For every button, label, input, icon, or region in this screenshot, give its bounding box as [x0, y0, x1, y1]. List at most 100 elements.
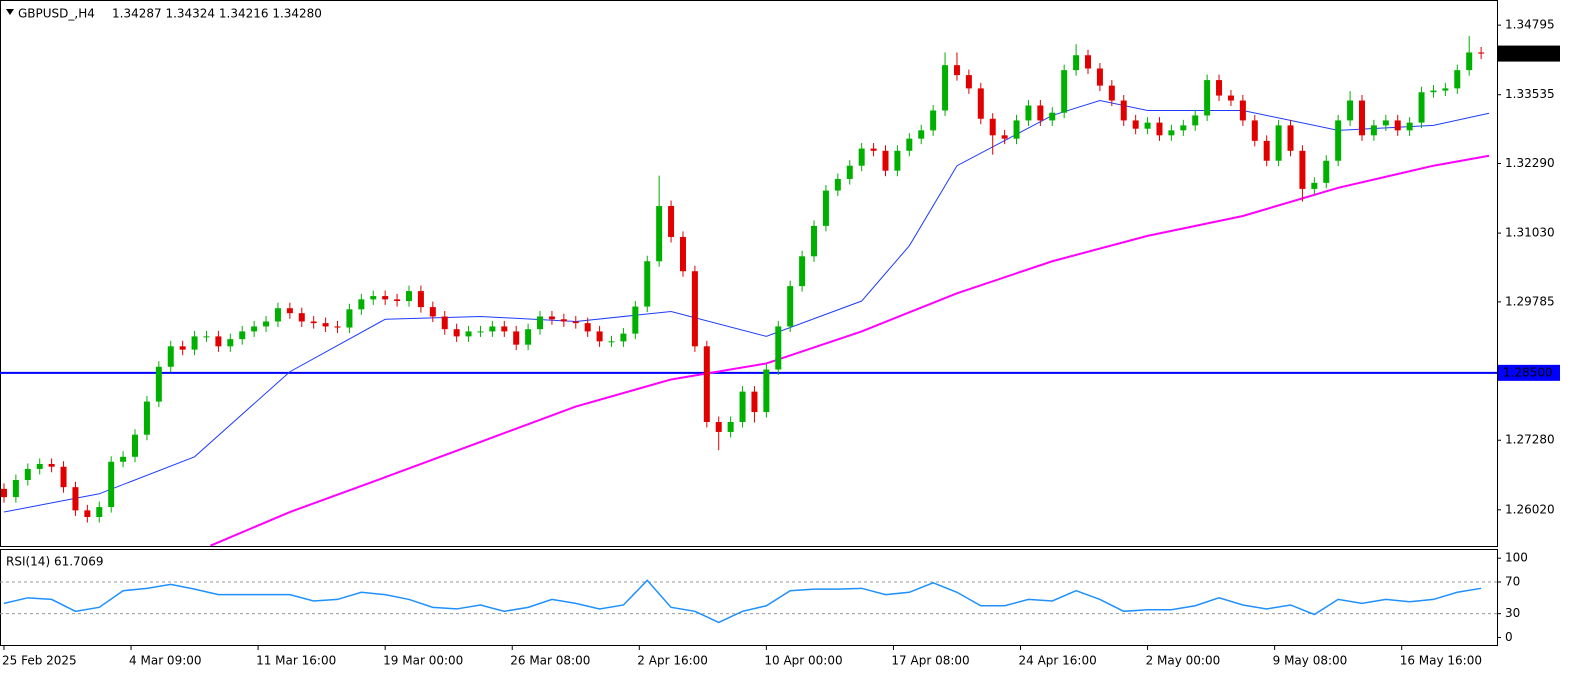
candle-body: [24, 468, 31, 480]
candle-body: [108, 461, 115, 508]
candle-body: [417, 291, 424, 308]
candle-body: [1382, 120, 1389, 126]
candle-body: [1394, 120, 1401, 131]
candle-body: [822, 190, 829, 226]
candle-body: [1156, 122, 1163, 136]
candle-body: [1418, 92, 1425, 123]
axes: 1.34795 1.33535 1.32290 1.31030 1.29785 1.272…: [2, 18, 1560, 668]
candle-body: [501, 326, 508, 332]
candle-body: [1061, 70, 1068, 113]
candle-body: [72, 487, 79, 511]
candle-body: [274, 308, 281, 322]
candle-body: [12, 479, 19, 498]
ohlc-info: 1.34287 1.34324 1.34216 1.34280: [112, 7, 322, 21]
x-tick-label: 24 Apr 16:00: [1019, 654, 1097, 668]
candle-body: [608, 341, 615, 343]
candle-body: [310, 321, 317, 324]
candle-body: [942, 65, 949, 111]
x-tick-label: 26 Mar 08:00: [510, 654, 590, 668]
candle-body: [120, 456, 127, 462]
candle-body: [1454, 70, 1461, 89]
candle-body: [286, 308, 293, 314]
rsi-panel-frame: [0, 549, 1498, 646]
y-tick-label: 0: [1505, 630, 1513, 644]
candle-body: [1037, 105, 1044, 121]
candle-body: [1335, 120, 1342, 161]
candle-body: [1263, 140, 1270, 161]
candle-body: [1073, 55, 1080, 71]
candle-body: [1025, 105, 1032, 121]
candle-body: [691, 271, 698, 347]
candle-body: [1442, 88, 1449, 91]
candle-body: [644, 261, 651, 307]
candle-body: [513, 331, 520, 345]
candle-body: [1227, 95, 1234, 101]
candle-body: [703, 346, 710, 422]
symbol-title: GBPUSD_,H4: [18, 7, 95, 21]
candle-body: [1120, 100, 1127, 121]
candle-body: [84, 510, 91, 518]
rsi-plot: [0, 579, 1497, 624]
candle-body: [394, 299, 401, 302]
candle-body: [775, 326, 782, 370]
candle-body: [977, 88, 984, 119]
main-panel-frame: [0, 0, 1498, 547]
candle-body: [537, 316, 544, 330]
last-price-box: [1498, 45, 1560, 62]
collapse-icon: [6, 9, 14, 15]
candle-body: [560, 319, 567, 322]
candle-body: [405, 291, 412, 302]
candle-body: [1311, 182, 1318, 189]
candle-body: [751, 391, 758, 413]
candle-body: [489, 326, 496, 332]
last-price-label: 1.34280: [1503, 46, 1553, 60]
rsi-line: [3, 579, 1482, 624]
candle-body: [453, 329, 460, 337]
candle-body: [727, 421, 734, 432]
x-tick-label: 11 Mar 16:00: [256, 654, 336, 668]
candle-body: [894, 150, 901, 171]
candle-body: [251, 326, 258, 332]
x-tick-label: 17 Apr 08:00: [891, 654, 969, 668]
candle-body: [834, 178, 841, 191]
candle-body: [1370, 125, 1377, 136]
candle-body: [60, 466, 67, 488]
candle-body: [525, 329, 532, 345]
candle-body: [811, 225, 818, 257]
candle-body: [322, 323, 329, 327]
candle-body: [1001, 135, 1008, 139]
candle-body: [882, 150, 889, 171]
y-tick-label: 1.34795: [1505, 18, 1555, 32]
level-label-box: [1498, 364, 1560, 381]
candle-body: [358, 299, 365, 310]
candle-body: [668, 206, 675, 237]
candle-body: [382, 296, 389, 300]
candle-body: [441, 316, 448, 330]
x-tick-label: 2 May 00:00: [1146, 654, 1221, 668]
candle-body: [1180, 125, 1187, 131]
candle-body: [227, 339, 234, 347]
candle-body: [1132, 120, 1139, 129]
candle-body: [906, 138, 913, 151]
candle-body: [429, 307, 436, 317]
candle-body: [143, 401, 150, 435]
candle-body: [239, 331, 246, 340]
candle-body: [989, 118, 996, 136]
candle-body: [477, 331, 484, 333]
candle-body: [632, 306, 639, 334]
candle-body: [548, 316, 555, 320]
candle-body: [918, 130, 925, 139]
candle-body: [739, 391, 746, 422]
candle-body: [1251, 120, 1258, 141]
candle-body: [96, 507, 103, 518]
candle-body: [679, 236, 686, 272]
y-tick-label: 1.33535: [1505, 87, 1555, 101]
candle-body: [1478, 52, 1485, 54]
x-tick-label: 9 May 08:00: [1273, 654, 1348, 668]
candle-body: [1168, 130, 1175, 136]
candle-body: [715, 421, 722, 432]
candle-body: [1049, 112, 1056, 121]
candle-body: [572, 321, 579, 324]
level-label: 1.28500: [1503, 365, 1553, 379]
candle-body: [596, 331, 603, 342]
